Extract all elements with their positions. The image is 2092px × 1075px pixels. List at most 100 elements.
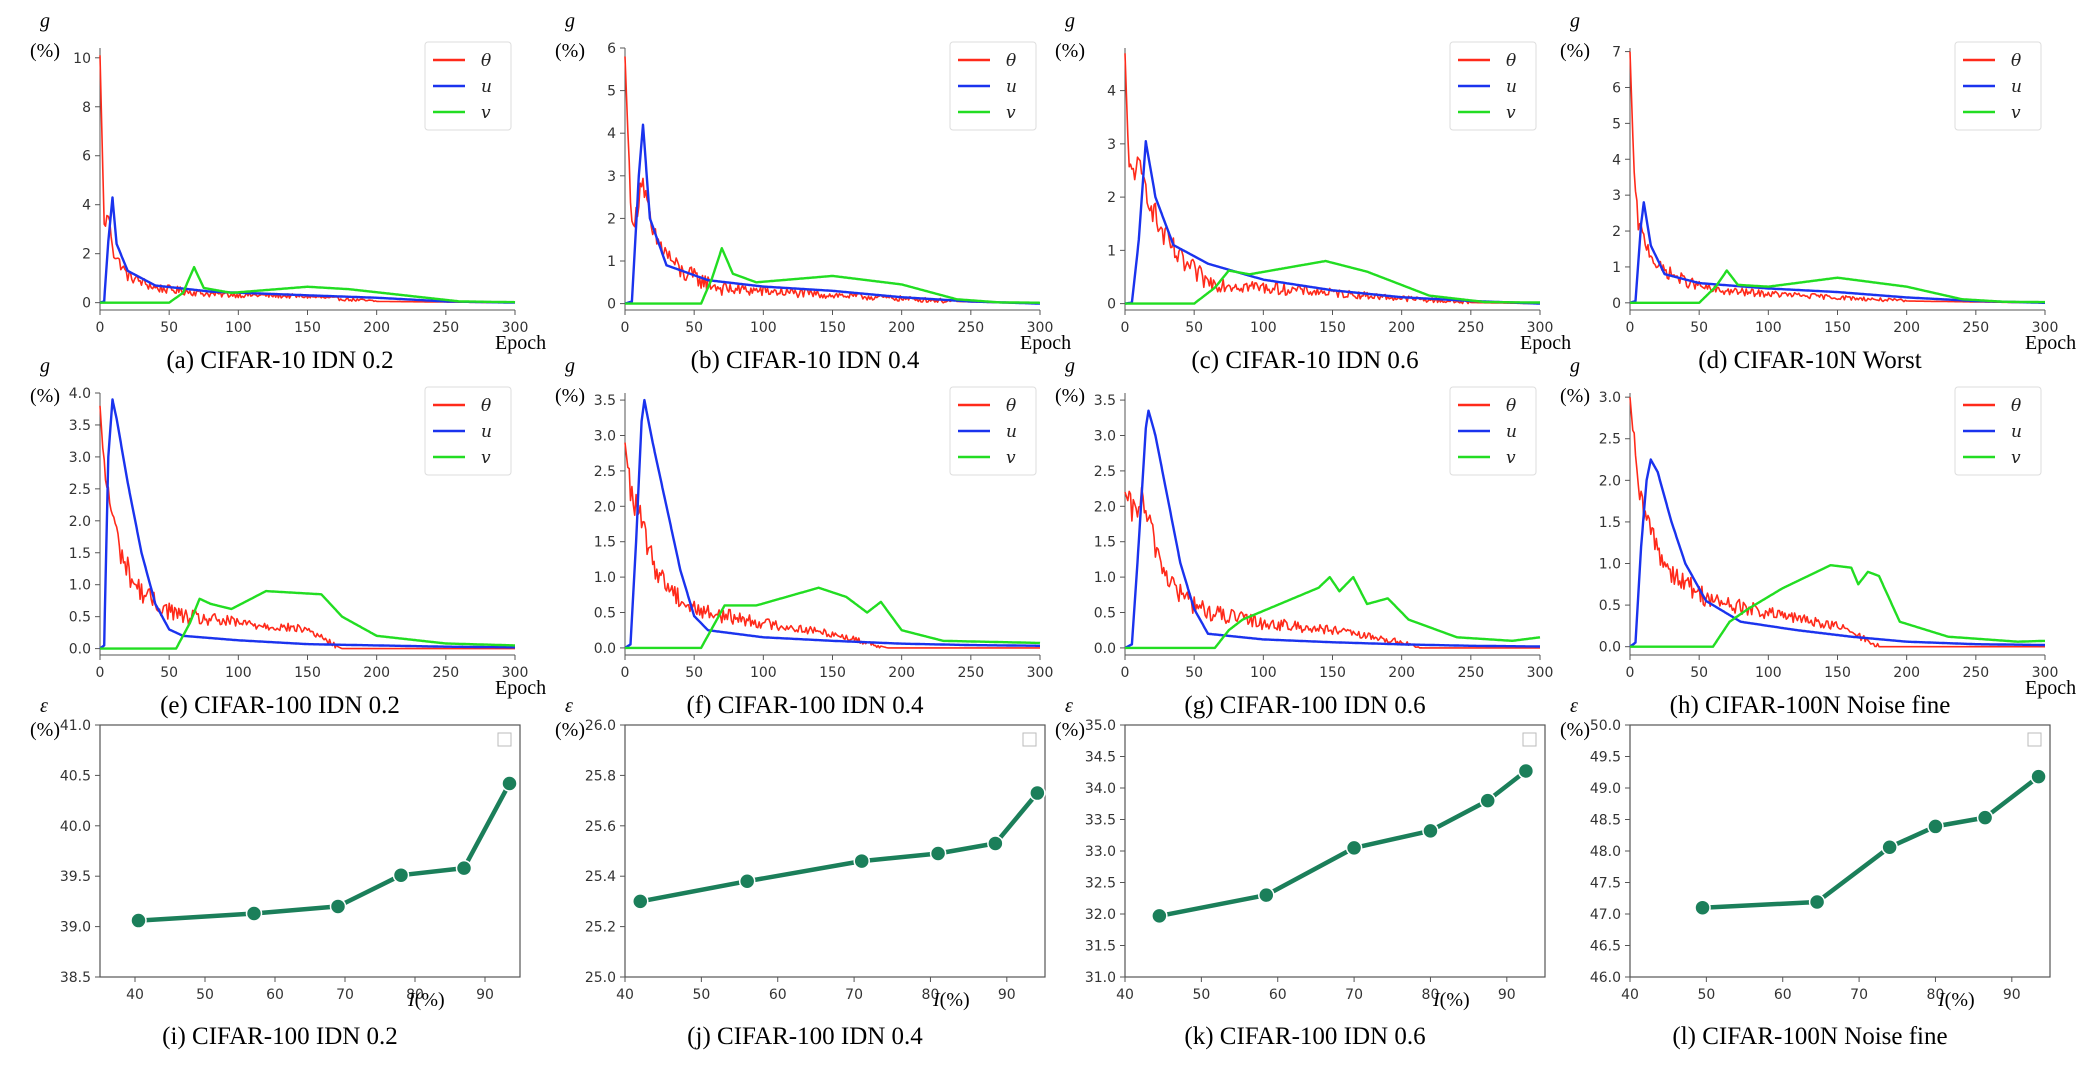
legend-label-v: v	[1506, 448, 1516, 468]
y-axis-unit: (%)	[30, 719, 60, 741]
x-axis-symbol: I	[933, 989, 940, 1011]
x-tick-label: 0	[96, 665, 105, 681]
panel-caption: (k) CIFAR-100 IDN 0.6	[1184, 1023, 1426, 1050]
chart-panel-g: 0.0 0.5 1.0 1.5 2.0 2.5 3.0 3.5 0 50 100 150 200 250 3…	[1045, 355, 1565, 719]
y-tick-label: 3	[1612, 188, 1621, 204]
series-line-eps	[639, 791, 1040, 904]
panel-caption: (l) CIFAR-100N Noise fine	[1672, 1023, 1948, 1050]
y-tick-label: 3.0	[594, 428, 616, 444]
x-tick-label: 150	[1319, 665, 1346, 681]
chart-panel-j: 25.0 25.2 25.4 25.6 25.8 26.0 40 50 60 70 80 90 ε (%)…	[545, 695, 1065, 1060]
x-tick-label: 250	[1457, 320, 1484, 336]
y-tick-label: 35.0	[1085, 718, 1116, 734]
y-tick-label: 34.0	[1085, 781, 1116, 797]
x-tick-label: 300	[1527, 665, 1554, 681]
data-point	[632, 893, 649, 910]
legend-label-v: v	[1506, 103, 1516, 123]
y-tick-label: 0.5	[1094, 606, 1116, 622]
plot-frame	[1629, 724, 2051, 978]
y-tick-label: 38.5	[60, 970, 91, 986]
x-tick-label: 150	[294, 665, 321, 681]
y-tick-label: 50.0	[1590, 718, 1621, 734]
x-tick-label: 300	[502, 665, 529, 681]
x-axis-unit: (%)	[939, 989, 970, 1011]
y-axis-symbol: g	[1065, 355, 1075, 377]
y-tick-label: 1.0	[594, 570, 616, 586]
panel-caption: (h) CIFAR-100N Noise fine	[1669, 692, 1951, 719]
x-tick-label: 100	[750, 320, 777, 336]
y-tick-label: 0.0	[69, 642, 91, 658]
series-line-u	[99, 398, 516, 650]
data-point	[1976, 809, 1994, 826]
chart-svg-i: 38.5 39.0 39.5 40.0 40.5 41.0 40 50 60 70 80 90	[60, 718, 521, 1003]
y-axis-symbol: g	[1570, 10, 1580, 32]
x-tick-label: 200	[888, 665, 915, 681]
x-tick-label: 150	[294, 320, 321, 336]
x-tick-label: 250	[432, 665, 459, 681]
chart-svg-j: 25.0 25.2 25.4 25.6 25.8 26.0 40 50 60 70 80 90	[585, 718, 1046, 1003]
y-tick-label: 0.0	[1094, 641, 1116, 657]
x-axis-symbol: I	[408, 989, 415, 1011]
legend-label-v: v	[481, 103, 491, 123]
legend-label-v: v	[1006, 448, 1016, 468]
y-tick-label: 1.5	[1094, 535, 1116, 551]
x-tick-label: 0	[1121, 320, 1130, 336]
legend-box	[1449, 386, 1537, 476]
legend-box	[1449, 41, 1537, 131]
x-tick-label: 200	[1893, 665, 1920, 681]
x-tick-label: 100	[1250, 665, 1277, 681]
x-tick-label: 0	[1626, 320, 1635, 336]
x-tick-label: 300	[1527, 320, 1554, 336]
y-tick-label: 2.0	[69, 514, 91, 530]
data-point	[1517, 762, 1535, 780]
y-tick-label: 0	[82, 296, 91, 312]
chart-panel-k: 31.0 31.5 32.0 32.5 33.0 33.5 34.0 34.5 35.0 40 50…	[1045, 695, 1565, 1060]
legend-label-u: u	[1506, 77, 1517, 97]
x-tick-label: 60	[1269, 987, 1287, 1003]
legend-label-theta: θ	[1506, 51, 1516, 71]
chart-svg-b: 0 1 2 3 4 5 6 0 50 100 150 200 250 300 θuv	[607, 41, 1053, 336]
series-line-theta	[99, 405, 515, 650]
x-tick-label: 250	[1457, 665, 1484, 681]
series-line-eps	[138, 782, 512, 923]
x-tick-label: 200	[1893, 320, 1920, 336]
data-point	[392, 866, 410, 884]
x-tick-label: 250	[957, 665, 984, 681]
y-tick-label: 33.0	[1085, 844, 1116, 860]
legend-label-theta: θ	[481, 396, 491, 416]
x-tick-label: 100	[225, 320, 252, 336]
series-line-u	[99, 196, 516, 304]
data-point	[1479, 792, 1496, 809]
data-point	[245, 905, 263, 922]
data-point	[1345, 839, 1363, 857]
x-axis-label: Epoch	[1520, 332, 1572, 354]
y-tick-label: 1.5	[1599, 515, 1621, 531]
series-line-v	[624, 247, 1041, 305]
panel-caption: (e) CIFAR-100 IDN 0.2	[160, 692, 400, 719]
y-tick-label: 3	[607, 169, 616, 185]
data-point	[455, 859, 473, 877]
panel-caption: (b) CIFAR-10 IDN 0.4	[690, 347, 920, 374]
y-tick-label: 0	[607, 297, 616, 313]
x-tick-label: 80	[406, 987, 424, 1003]
x-axis-label: Epoch	[2025, 332, 2077, 354]
x-tick-label: 150	[1319, 320, 1346, 336]
x-tick-label: 150	[1824, 665, 1851, 681]
y-tick-label: 1.0	[1599, 557, 1621, 573]
y-axis-unit: (%)	[1560, 385, 1590, 407]
series-line-u	[1124, 140, 1541, 305]
data-point	[1151, 907, 1168, 925]
legend-box	[424, 386, 512, 476]
legend-label-u: u	[2011, 77, 2022, 97]
y-axis-unit: (%)	[1055, 719, 1085, 741]
panel-caption: (i) CIFAR-100 IDN 0.2	[162, 1023, 398, 1050]
y-tick-label: 1.5	[594, 535, 616, 551]
y-tick-label: 1	[607, 254, 616, 270]
x-tick-label: 50	[1697, 987, 1715, 1003]
y-axis-symbol: ε	[1065, 695, 1073, 717]
x-axis-label: I(%)	[408, 989, 445, 1012]
x-tick-label: 300	[2032, 320, 2059, 336]
x-tick-label: 200	[363, 320, 390, 336]
y-tick-label: 47.5	[1590, 876, 1621, 892]
